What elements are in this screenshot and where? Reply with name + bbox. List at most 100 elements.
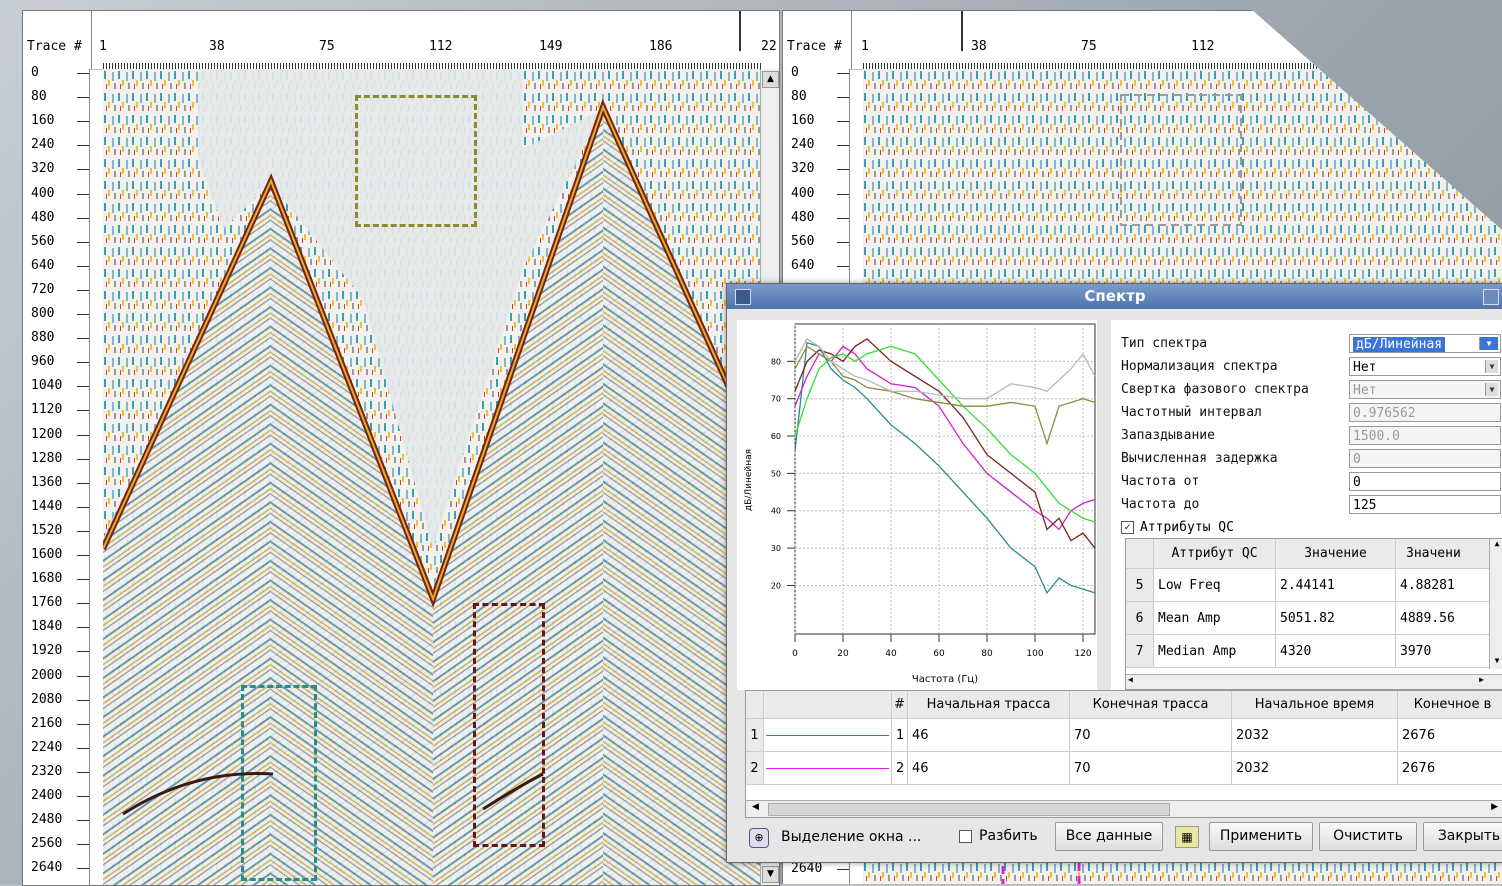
time-tick-label: 400 xyxy=(791,185,851,201)
column-header[interactable] xyxy=(764,691,892,719)
selection-window-maroon[interactable] xyxy=(473,603,545,847)
qc-cell[interactable]: Mean Amp xyxy=(1154,602,1276,635)
row-index[interactable]: 1 xyxy=(746,719,764,752)
scroll-up-button[interactable]: ▲ xyxy=(762,71,779,88)
param-input[interactable]: 1500.0 xyxy=(1349,426,1501,445)
selection-cell[interactable]: 2032 xyxy=(1232,752,1398,785)
export-icon[interactable]: ▦ xyxy=(1175,826,1199,848)
row-index[interactable]: 2 xyxy=(746,752,764,785)
column-header[interactable]: Значение xyxy=(1276,539,1396,569)
qc-group-label[interactable]: ✓ Аттрибуты QC xyxy=(1121,520,1234,535)
qc-scrollbar[interactable]: ▲ ▼ xyxy=(1489,539,1502,669)
selection-hscrollbar[interactable]: ◀ ▶ xyxy=(746,800,1502,817)
y-tick-label: 50 xyxy=(771,469,781,478)
param-label: Частота от xyxy=(1121,474,1200,489)
chevron-down-icon[interactable]: ▼ xyxy=(1485,383,1498,396)
selection-cell[interactable]: 70 xyxy=(1070,752,1232,785)
selection-cell[interactable]: 2676 xyxy=(1398,752,1502,785)
param-value: Нет xyxy=(1353,360,1377,375)
param-input[interactable]: 0 xyxy=(1349,472,1501,491)
clear-button[interactable]: Очистить xyxy=(1319,822,1417,851)
plot-area xyxy=(794,323,1096,635)
qc-cell[interactable]: 5051.82 xyxy=(1276,602,1396,635)
column-header[interactable]: # xyxy=(892,691,908,719)
column-header[interactable]: Конечная трасса xyxy=(1070,691,1232,719)
app-icon xyxy=(735,289,751,305)
column-header[interactable]: Начальная трасса xyxy=(908,691,1070,719)
param-dropdown[interactable]: Нет ▼ xyxy=(1349,357,1501,376)
scroll-down-button[interactable]: ▼ xyxy=(762,866,779,883)
selection-window-teal[interactable] xyxy=(241,685,317,881)
qc-cell[interactable]: Median Amp xyxy=(1154,635,1276,668)
dialog-titlebar[interactable]: Спектр xyxy=(727,284,1502,309)
time-tick-label: 2640 xyxy=(791,861,850,876)
qc-cell[interactable]: 4.88281 xyxy=(1396,569,1490,602)
window-select-icon[interactable]: ⊕ xyxy=(749,828,769,848)
selection-cell[interactable]: 46 xyxy=(908,719,1070,752)
column-header[interactable] xyxy=(746,691,764,719)
time-tick-label: 160 xyxy=(791,113,851,129)
qc-checkbox[interactable]: ✓ xyxy=(1121,521,1134,534)
split-checkbox[interactable] xyxy=(959,830,972,843)
series-color-swatch[interactable] xyxy=(764,719,892,752)
qc-attributes-table[interactable]: Аттрибут QC Значение Значени 5 Low Freq 2.… xyxy=(1125,538,1502,690)
x-tick-label: 120 xyxy=(1074,649,1091,659)
selection-cell[interactable]: 70 xyxy=(1070,719,1232,752)
time-tick-label: 2320 xyxy=(31,763,90,779)
maximize-icon[interactable] xyxy=(1483,289,1499,305)
param-input[interactable]: 0 xyxy=(1349,449,1501,468)
selection-window-olive[interactable] xyxy=(355,95,477,227)
selection-cell[interactable]: 2 xyxy=(892,752,908,785)
param-label: Нормализация спектра xyxy=(1121,359,1278,374)
selection-windows-table[interactable]: # Начальная трасса Конечная трасса Начально… xyxy=(745,690,1502,818)
time-tick-label: 2160 xyxy=(31,715,90,731)
column-header[interactable]: Значени xyxy=(1396,539,1490,569)
chevron-down-icon[interactable]: ▼ xyxy=(1479,337,1498,350)
x-tick-label: 0 xyxy=(792,649,798,659)
chevron-down-icon[interactable]: ▼ xyxy=(1485,360,1498,373)
apply-button[interactable]: Применить xyxy=(1209,822,1313,851)
qc-cell[interactable]: 4320 xyxy=(1276,635,1396,668)
x-axis-label: Частота (Гц) xyxy=(912,674,978,685)
param-value: 125 xyxy=(1353,498,1377,513)
y-tick-label: 80 xyxy=(771,357,781,366)
spectrum-dialog[interactable]: Спектр 0 20 40 60 80 100 120 20 30 40 50 60 70 80 Час… xyxy=(726,283,1502,863)
y-axis-label: дБ/Линейная xyxy=(744,449,754,511)
all-data-button[interactable]: Все данные xyxy=(1055,822,1163,851)
seismic-view-left[interactable]: Trace # 1 38 75 112 149 186 22 0 80 160 240… xyxy=(22,10,780,886)
qc-cell[interactable]: 2.44141 xyxy=(1276,569,1396,602)
trace-tick-strip xyxy=(103,63,761,69)
selection-cell[interactable]: 46 xyxy=(908,752,1070,785)
seismic-section[interactable] xyxy=(100,69,764,885)
dialog-button-bar: ⊕ Выделение окна ... Разбить Все данные … xyxy=(737,818,1502,858)
trace-number: 75 xyxy=(1081,39,1097,54)
series-color-swatch[interactable] xyxy=(764,752,892,785)
param-dropdown[interactable]: Нет ▼ xyxy=(1349,380,1501,399)
time-tick-label: 0 xyxy=(31,65,88,80)
column-header[interactable]: Начальное время xyxy=(1232,691,1398,719)
time-tick-label: 160 xyxy=(31,113,91,129)
time-tick-label: 720 xyxy=(31,281,91,297)
param-label: Вычисленная задержка xyxy=(1121,451,1278,466)
spectrum-params: ✓ Аттрибуты QC Аттрибут QC Значение Значе… xyxy=(1111,320,1502,690)
param-input[interactable]: 0.976562 xyxy=(1349,403,1501,422)
selection-mode-label[interactable]: Выделение окна ... xyxy=(781,829,922,845)
qc-cell[interactable]: Low Freq xyxy=(1154,569,1276,602)
qc-hscrollbar[interactable]: ◀ ▶ xyxy=(1126,674,1502,689)
close-button[interactable]: Закрыть xyxy=(1423,822,1502,851)
time-tick-label: 240 xyxy=(31,137,91,153)
column-header[interactable]: Конечное в xyxy=(1398,691,1502,719)
param-dropdown[interactable]: дБ/Линейная ▼ xyxy=(1349,334,1501,353)
selection-cell[interactable]: 2032 xyxy=(1232,719,1398,752)
row-index: 6 xyxy=(1126,602,1154,635)
selection-cell[interactable]: 2676 xyxy=(1398,719,1502,752)
selection-cell[interactable]: 1 xyxy=(892,719,908,752)
x-tick-label: 40 xyxy=(885,649,897,659)
time-tick-label: 1280 xyxy=(31,450,90,466)
column-header[interactable]: Аттрибут QC xyxy=(1154,539,1276,569)
time-tick-label: 1440 xyxy=(31,498,90,514)
param-input[interactable]: 125 xyxy=(1349,495,1501,514)
trace-label: Trace # xyxy=(27,39,82,54)
qc-cell[interactable]: 3970 xyxy=(1396,635,1490,668)
qc-cell[interactable]: 4889.56 xyxy=(1396,602,1490,635)
